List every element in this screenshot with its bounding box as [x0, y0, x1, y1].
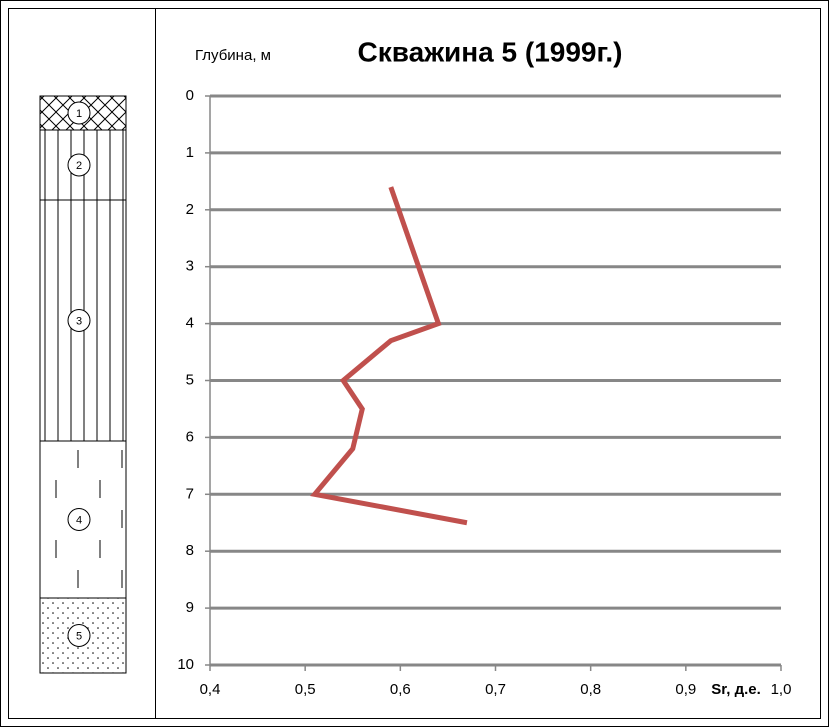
layer-label: 5: [76, 630, 82, 642]
y-axis-label: Глубина, м: [195, 47, 271, 64]
y-tick-label: 7: [186, 485, 194, 502]
x-tick-label: 0,4: [200, 681, 221, 698]
data-line: [310, 186, 468, 526]
y-tick-label: 2: [186, 201, 194, 218]
x-axis-label: Sr, д.е.: [711, 681, 761, 698]
inner-frame: [8, 8, 821, 719]
layer-marker: [67, 153, 91, 177]
layer-marker: [67, 309, 91, 332]
layer-label: 3: [76, 315, 82, 327]
chart-title: Скважина 5 (1999г.): [358, 36, 623, 67]
x-tick-label: 0,8: [580, 681, 601, 698]
y-tick-label: 3: [186, 258, 194, 275]
y-tick-label: 9: [186, 599, 194, 616]
y-tick-label: 6: [186, 428, 194, 445]
layer-marker: [67, 624, 91, 647]
y-tick-label: 8: [186, 542, 194, 559]
layer-label: 1: [76, 108, 82, 120]
x-tick-label: 0,9: [675, 681, 696, 698]
y-tick-label: 1: [186, 144, 194, 161]
layer-marker: [67, 508, 91, 531]
y-tick-label: 5: [186, 371, 194, 388]
y-tick-label: 10: [177, 656, 194, 673]
layer-label: 4: [76, 514, 82, 526]
x-tick-label: 0,7: [485, 681, 506, 698]
x-tick-label: 0,5: [295, 681, 316, 698]
layer-marker: [67, 101, 91, 125]
x-tick-label: 1,0: [771, 681, 792, 698]
y-tick-label: 4: [186, 315, 194, 332]
y-tick-label: 0: [186, 87, 194, 104]
layer-label: 2: [76, 160, 82, 172]
x-tick-label: 0,6: [390, 681, 411, 698]
